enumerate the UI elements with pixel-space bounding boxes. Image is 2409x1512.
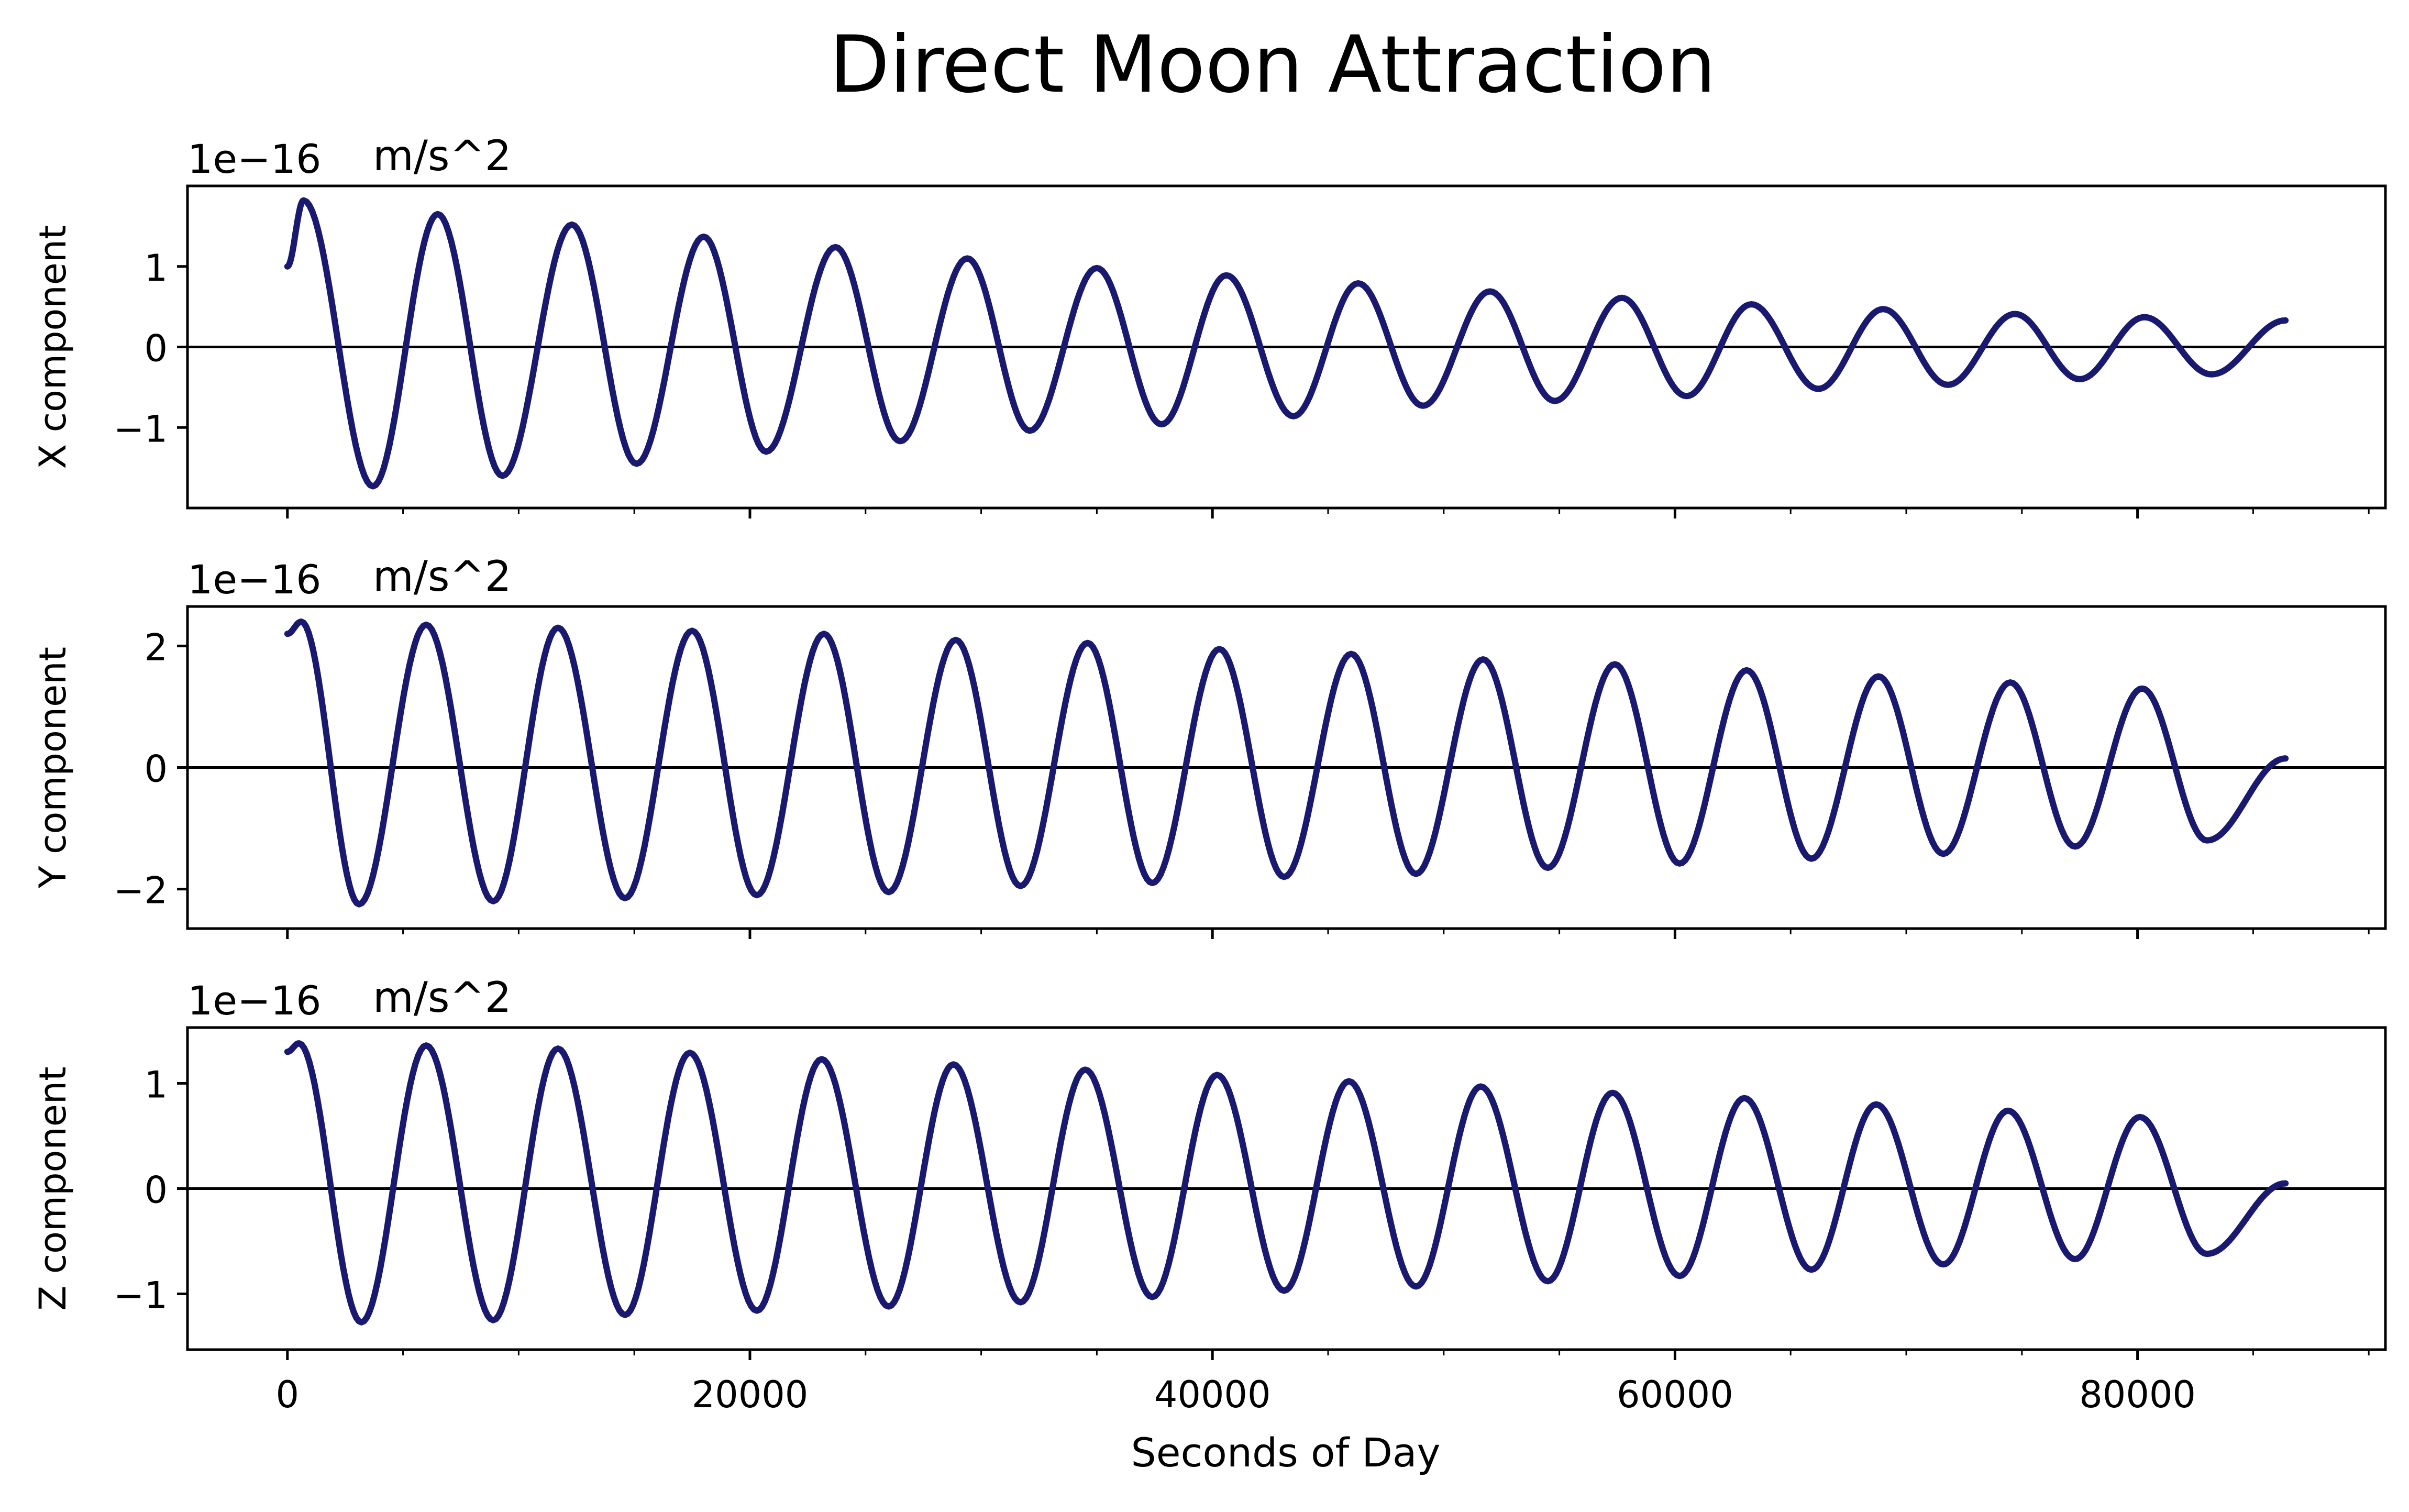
y-axis-label: Z component (31, 1066, 74, 1310)
panel-1: −1 0 1 X component 1e−16 m/s^2 (31, 131, 2387, 518)
x-tick-label: 80000 (2079, 1373, 2196, 1416)
y-tick-label: −1 (114, 1274, 168, 1317)
y-tick-label: −1 (114, 407, 168, 450)
y-tick-label: −2 (114, 869, 168, 912)
unit-text: m/s^2 (373, 973, 512, 1022)
y-tick-label: 1 (144, 1064, 168, 1107)
panel-2: −2 0 2 Y component 1e−16 m/s^2 (31, 552, 2387, 939)
series-line (284, 1040, 2289, 1326)
unit-text: m/s^2 (373, 552, 512, 601)
chart-title: Direct Moon Attraction (829, 19, 1716, 111)
chart-panels: −1 0 1 X component 1e−16 m/s^2 −2 0 2 Y component… (31, 131, 2387, 1416)
y-tick-label: 0 (144, 1169, 168, 1212)
series-line (284, 197, 2289, 490)
y-tick-label: 1 (144, 247, 168, 290)
offset-text: 1e−16 (187, 977, 322, 1024)
y-tick-label: 0 (144, 748, 168, 791)
offset-text: 1e−16 (187, 556, 322, 603)
unit-text: m/s^2 (373, 131, 512, 180)
y-tick-label: 2 (144, 626, 168, 669)
x-tick-label: 40000 (1154, 1373, 1271, 1416)
y-axis-label: X component (31, 225, 74, 469)
x-axis-label: Seconds of Day (1131, 1429, 1441, 1476)
y-tick-label: 0 (144, 327, 168, 370)
x-tick-label: 0 (275, 1373, 299, 1416)
x-tick-label: 60000 (1617, 1373, 1733, 1416)
panel-3: −1 0 1 Z component 1e−16 m/s^2 0 20000 40000 6000… (31, 973, 2387, 1416)
x-tick-label: 20000 (692, 1373, 809, 1416)
series-line (284, 619, 2289, 908)
y-axis-label: Y component (31, 647, 74, 889)
offset-text: 1e−16 (187, 136, 322, 182)
